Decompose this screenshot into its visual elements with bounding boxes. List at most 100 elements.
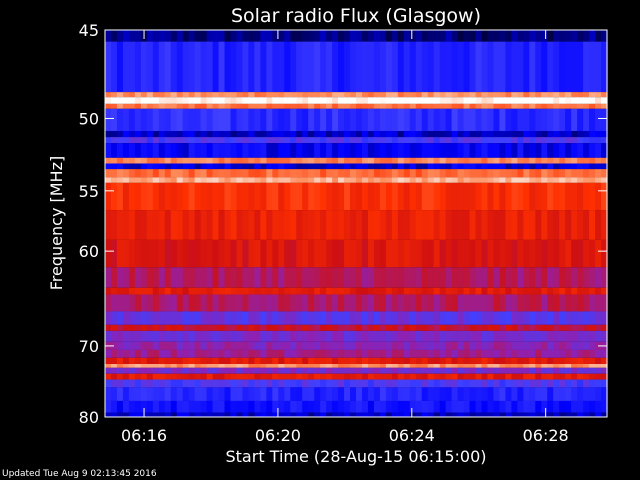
heatmap-cell xyxy=(206,373,214,380)
heatmap-cell xyxy=(577,182,584,211)
heatmap-cell xyxy=(595,400,602,413)
heatmap-cell xyxy=(272,137,279,144)
heatmap-cell xyxy=(290,163,297,170)
heatmap-cell xyxy=(272,400,279,413)
heatmap-cell xyxy=(212,108,220,131)
heatmap-cell xyxy=(511,324,518,331)
heatmap-cell xyxy=(421,357,429,365)
heatmap-cell xyxy=(601,30,608,42)
heatmap-cell xyxy=(236,163,244,170)
heatmap-cell xyxy=(487,387,495,401)
heatmap-cell xyxy=(320,412,327,417)
heatmap-cell xyxy=(487,379,495,388)
heatmap-cell xyxy=(523,103,530,109)
heatmap-cell xyxy=(565,108,572,131)
heatmap-cell xyxy=(379,169,387,178)
heatmap-cell xyxy=(517,311,524,325)
heatmap-cell xyxy=(553,367,560,374)
heatmap-cell xyxy=(487,210,495,240)
heatmap-cell xyxy=(457,387,465,401)
heatmap-cell xyxy=(260,379,267,388)
heatmap-cell xyxy=(105,357,112,365)
heatmap-cell xyxy=(206,341,214,350)
heatmap-cell xyxy=(230,169,238,178)
heatmap-cell xyxy=(427,103,435,109)
heatmap-cell xyxy=(212,373,220,380)
heatmap-cell xyxy=(439,130,447,138)
heatmap-cell xyxy=(248,357,256,365)
frequency-band xyxy=(105,387,608,401)
heatmap-cell xyxy=(272,373,279,380)
heatmap-cell xyxy=(559,30,566,42)
heatmap-cell xyxy=(511,163,518,170)
heatmap-cell xyxy=(182,357,190,365)
heatmap-cell xyxy=(290,130,297,138)
heatmap-cell xyxy=(230,143,238,158)
heatmap-cell xyxy=(170,163,178,170)
heatmap-cell xyxy=(433,324,441,331)
heatmap-cell xyxy=(415,267,423,288)
heatmap-cell xyxy=(146,324,154,331)
heatmap-cell xyxy=(499,92,507,98)
heatmap-cell xyxy=(218,357,226,365)
heatmap-cell xyxy=(356,349,363,358)
heatmap-cell xyxy=(367,97,375,104)
heatmap-cell xyxy=(356,324,363,331)
heatmap-cell xyxy=(553,177,560,183)
heatmap-cell xyxy=(487,349,495,358)
heatmap-cell xyxy=(218,157,226,164)
heatmap-cell xyxy=(499,412,507,417)
heatmap-cell xyxy=(415,239,423,268)
heatmap-cell xyxy=(260,324,267,331)
heatmap-cell xyxy=(583,341,590,350)
heatmap-cell xyxy=(326,400,333,413)
heatmap-cell xyxy=(565,137,572,144)
heatmap-cell xyxy=(320,287,327,295)
heatmap-cell xyxy=(535,92,542,98)
heatmap-cell xyxy=(200,412,208,417)
heatmap-cell xyxy=(242,357,250,365)
heatmap-cell xyxy=(272,267,279,288)
heatmap-cell xyxy=(601,239,608,268)
heatmap-cell xyxy=(589,182,596,211)
heatmap-cell xyxy=(541,367,548,374)
heatmap-cell xyxy=(254,349,261,358)
heatmap-cell xyxy=(571,412,578,417)
heatmap-cell xyxy=(164,163,172,170)
heatmap-cell xyxy=(565,387,572,401)
heatmap-cell xyxy=(320,157,327,164)
chart-title: Solar radio Flux (Glasgow) xyxy=(231,5,481,27)
heatmap-cell xyxy=(356,341,363,350)
heatmap-cell xyxy=(224,373,232,380)
heatmap-cell xyxy=(433,349,441,358)
heatmap-cell xyxy=(266,412,273,417)
heatmap-cell xyxy=(218,103,226,109)
heatmap-cell xyxy=(397,137,405,144)
heatmap-cell xyxy=(284,379,291,388)
heatmap-cell xyxy=(320,373,327,380)
heatmap-cell xyxy=(182,210,190,240)
heatmap-cell xyxy=(529,41,536,93)
heatmap-cell xyxy=(236,412,244,417)
frequency-band xyxy=(105,163,608,170)
heatmap-cell xyxy=(122,239,130,268)
heatmap-cell xyxy=(314,367,321,374)
heatmap-cell xyxy=(541,143,548,158)
heatmap-cell xyxy=(110,108,118,131)
heatmap-cell xyxy=(415,367,423,374)
heatmap-cell xyxy=(224,169,232,178)
heatmap-cell xyxy=(272,341,279,350)
heatmap-cell xyxy=(236,210,244,240)
heatmap-cell xyxy=(409,373,417,380)
heatmap-cell xyxy=(344,239,351,268)
heatmap-cell xyxy=(379,182,387,211)
heatmap-cell xyxy=(469,287,477,295)
heatmap-cell xyxy=(170,267,178,288)
heatmap-cell xyxy=(200,41,208,93)
heatmap-cell xyxy=(559,177,566,183)
heatmap-cell xyxy=(326,373,333,380)
heatmap-cell xyxy=(595,103,602,109)
heatmap-cell xyxy=(517,103,524,109)
heatmap-cell xyxy=(469,182,477,211)
heatmap-cell xyxy=(583,364,590,368)
